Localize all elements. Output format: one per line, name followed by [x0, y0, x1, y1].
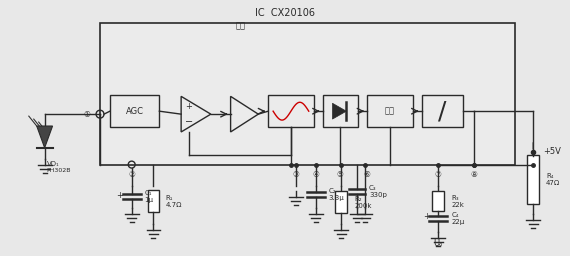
- Text: ④: ④: [312, 170, 319, 179]
- Text: R₂
200k: R₂ 200k: [354, 196, 372, 209]
- Bar: [336, 191, 347, 213]
- Text: ⑦: ⑦: [435, 170, 442, 179]
- Polygon shape: [332, 103, 347, 119]
- Bar: [433, 191, 444, 211]
- Text: www.elecfans.com: www.elecfans.com: [226, 111, 364, 178]
- Text: C₁
1μ: C₁ 1μ: [145, 190, 153, 203]
- Bar: [100, 23, 515, 165]
- Bar: [148, 190, 160, 212]
- Text: AGC: AGC: [125, 107, 144, 116]
- Text: PH302B: PH302B: [47, 168, 71, 173]
- Text: +: +: [423, 211, 430, 220]
- Text: +: +: [116, 191, 123, 200]
- Text: VD₁: VD₁: [47, 161, 59, 167]
- Text: 限幅: 限幅: [235, 22, 246, 31]
- Text: −: −: [185, 117, 193, 127]
- Text: C₃
330p: C₃ 330p: [369, 185, 387, 198]
- Polygon shape: [36, 126, 52, 148]
- Text: ③: ③: [292, 170, 299, 179]
- Text: ⑥: ⑥: [364, 170, 371, 179]
- Text: ⑧: ⑧: [470, 170, 477, 179]
- Text: ⑤: ⑤: [336, 170, 343, 179]
- Bar: [268, 95, 314, 127]
- Text: R₄
47Ω: R₄ 47Ω: [546, 173, 560, 186]
- Text: +: +: [186, 102, 193, 111]
- Text: ①: ①: [83, 110, 90, 119]
- Text: Uₒ: Uₒ: [434, 239, 443, 248]
- Bar: [367, 95, 413, 127]
- Bar: [527, 155, 539, 204]
- Text: C₄
22μ: C₄ 22μ: [451, 211, 465, 225]
- Text: IC  CX20106: IC CX20106: [255, 8, 315, 18]
- Text: R₁
4.7Ω: R₁ 4.7Ω: [165, 195, 182, 208]
- Bar: [421, 95, 463, 127]
- Text: R₃
22k: R₃ 22k: [451, 195, 464, 208]
- Bar: [323, 95, 358, 127]
- Bar: [110, 95, 160, 127]
- Text: ②: ②: [128, 170, 135, 179]
- Text: C₂
3.3μ: C₂ 3.3μ: [328, 188, 344, 201]
- Text: 积分: 积分: [385, 107, 395, 116]
- Text: /: /: [438, 99, 446, 123]
- Text: +5V: +5V: [543, 147, 561, 156]
